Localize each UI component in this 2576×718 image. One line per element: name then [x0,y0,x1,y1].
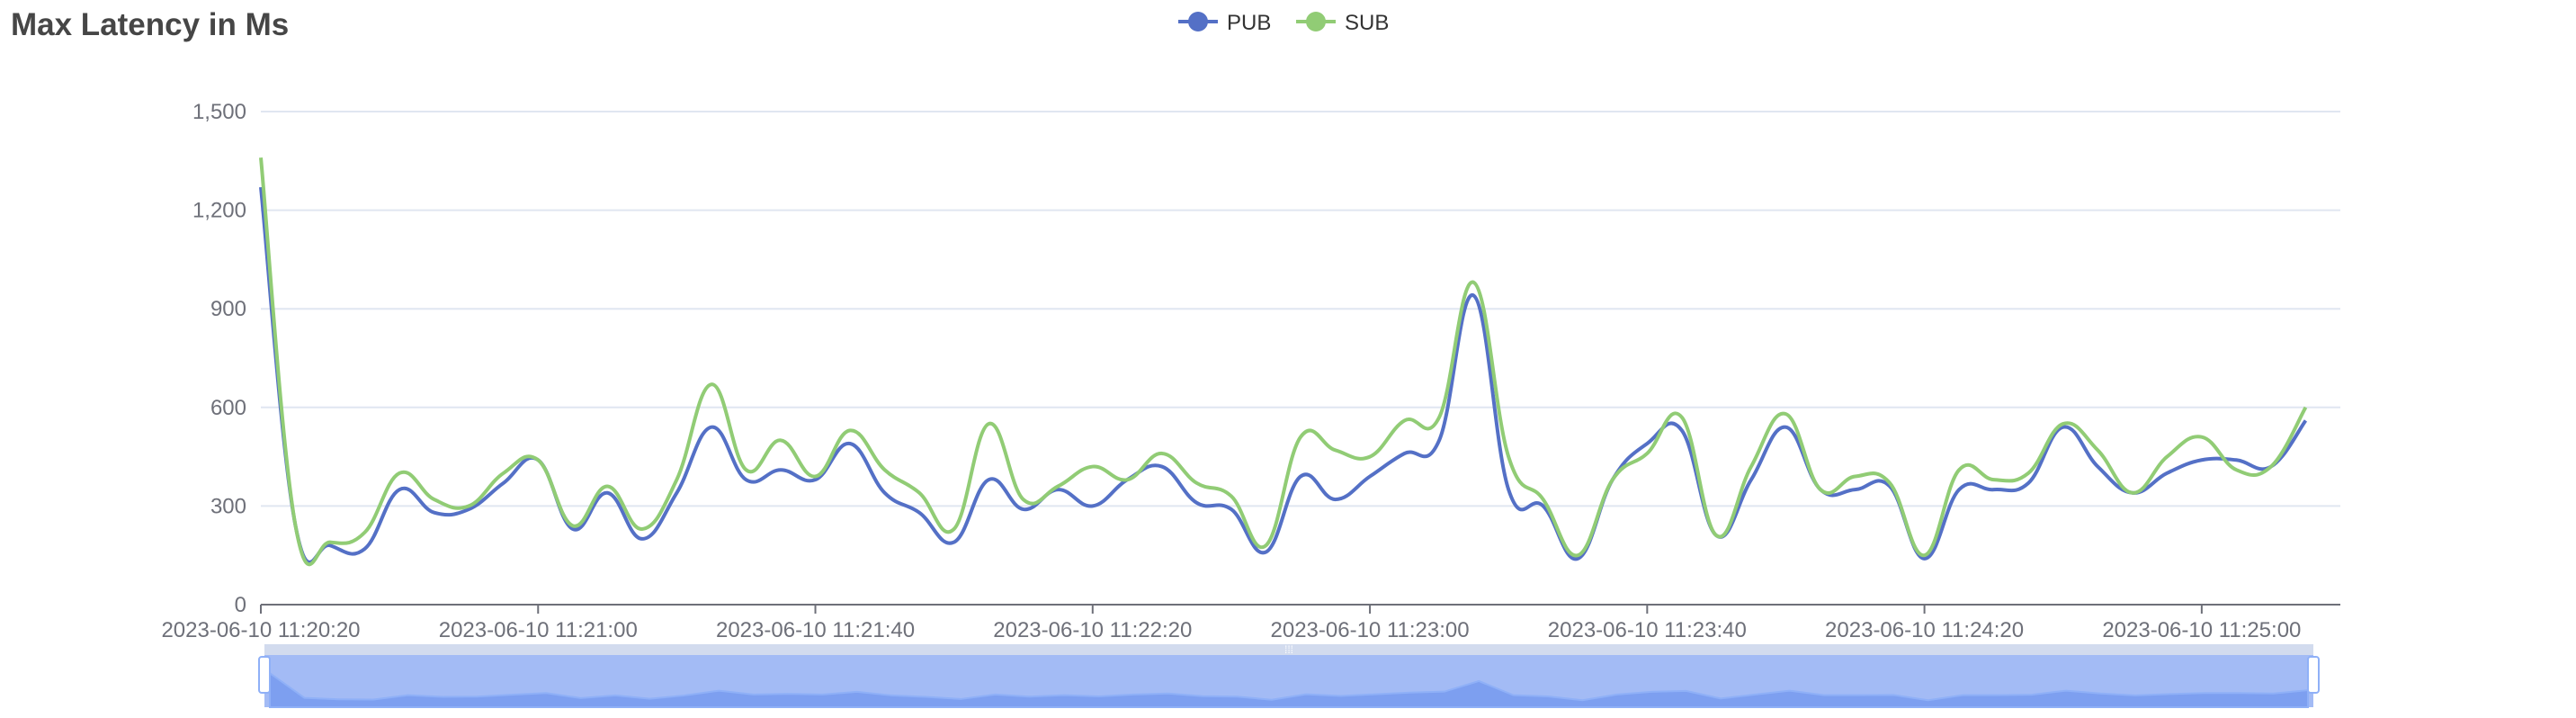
x-tick-label: 2023-06-10 11:21:00 [439,618,638,642]
legend[interactable]: PUB SUB [1178,11,1389,35]
legend-label: SUB [1345,11,1389,35]
x-tick-label: 2023-06-10 11:21:40 [716,618,915,642]
legend-item-sub[interactable]: SUB [1296,11,1389,35]
x-tick-label: 2023-06-10 11:23:00 [1271,618,1470,642]
legend-label: PUB [1227,11,1271,35]
legend-marker [1306,12,1326,31]
zoom-handle-right[interactable] [2307,656,2320,694]
series-layer [259,157,2308,567]
x-tick-label: 2023-06-10 11:24:20 [1825,618,2024,642]
zoom-move-bar[interactable] [264,644,2313,655]
legend-marker [1188,12,1208,31]
x-tick-label: 2023-06-10 11:23:40 [1548,618,1747,642]
zoom-preview-area [269,671,2309,708]
y-axis: 0 300 600 900 1,200 1,500 [192,100,246,617]
legend-item-pub[interactable]: PUB [1178,11,1271,35]
y-tick-label: 900 [210,297,246,321]
x-tick-label: 2023-06-10 11:25:00 [2102,618,2301,642]
data-zoom-slider[interactable]: ⁞⁞⁞ [258,643,2320,708]
y-tick-label: 0 [235,593,246,617]
x-tick-label: 2023-06-10 11:22:20 [993,618,1192,642]
y-tick-label: 1,200 [192,199,246,223]
chart-title: Max Latency in Ms [11,7,290,42]
y-tick-label: 1,500 [192,100,246,124]
x-axis: 2023-06-10 11:20:20 2023-06-10 11:21:00 20… [161,604,2340,642]
y-tick-label: 300 [210,494,246,518]
y-tick-label: 600 [210,396,246,420]
grid-lines [261,111,2340,507]
zoom-grip: ⁞⁞⁞ [1284,643,1293,656]
x-tick-label: 2023-06-10 11:20:20 [161,618,360,642]
series-line-sub [259,157,2308,567]
zoom-handle-left[interactable] [258,656,271,694]
series-line-pub [259,186,2308,564]
